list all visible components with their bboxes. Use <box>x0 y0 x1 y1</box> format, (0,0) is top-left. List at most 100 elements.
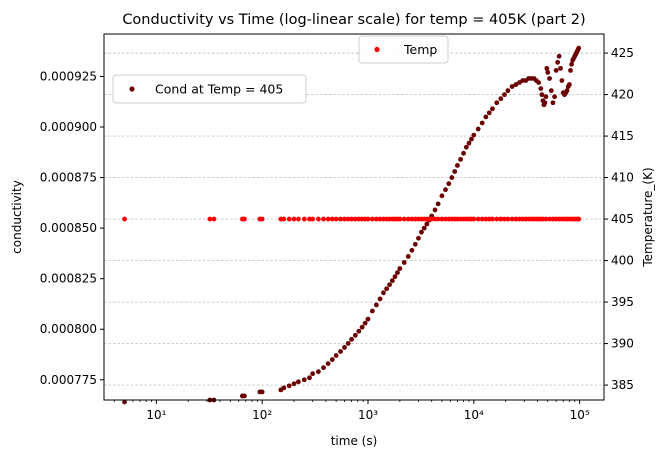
data-point <box>424 221 430 227</box>
data-point <box>576 216 582 222</box>
data-point <box>401 260 407 265</box>
data-point <box>471 132 477 138</box>
data-point <box>479 120 485 126</box>
data-point <box>416 235 421 241</box>
y2-tick-label: 395 <box>611 295 634 309</box>
data-point <box>405 216 411 222</box>
data-point <box>439 216 445 222</box>
x-axis-title: time (s) <box>331 434 378 448</box>
data-point <box>429 216 435 222</box>
legend-box <box>358 35 449 64</box>
y2-tick-label: 390 <box>611 337 634 351</box>
data-point <box>301 216 307 222</box>
data-point <box>576 45 582 51</box>
data-point <box>384 286 390 292</box>
data-point <box>342 345 347 350</box>
data-point <box>325 361 331 366</box>
data-point <box>345 340 351 346</box>
data-point <box>539 92 545 98</box>
data-point <box>547 216 552 222</box>
data-point <box>475 126 481 132</box>
data-point <box>443 187 448 193</box>
data-point <box>359 324 365 330</box>
data-point <box>310 216 316 222</box>
data-point <box>401 216 407 222</box>
legend-box <box>112 74 307 104</box>
y-tick-label: 0.000775 <box>40 373 97 387</box>
data-point <box>502 92 507 98</box>
data-point <box>242 216 247 222</box>
data-point <box>446 181 452 187</box>
data-point <box>409 216 415 222</box>
data-point <box>544 65 550 71</box>
data-point <box>435 201 441 207</box>
x-axis: 10¹ 10² 10³ 10⁴ 10⁵ <box>113 400 590 422</box>
data-point <box>432 207 438 213</box>
data-point <box>564 88 570 94</box>
data-point <box>392 274 398 280</box>
data-point <box>421 225 427 231</box>
data-point <box>517 216 522 222</box>
y-axis-title: conductivity <box>10 180 24 254</box>
plot-frame <box>103 33 605 401</box>
data-point <box>566 82 572 87</box>
data-point <box>373 302 379 308</box>
series-temperature <box>122 216 582 222</box>
data-point <box>325 216 331 222</box>
data-point <box>556 53 562 59</box>
data-point <box>338 349 343 354</box>
data-point <box>329 216 335 222</box>
data-point <box>259 216 265 222</box>
data-point <box>490 216 495 222</box>
data-point <box>550 100 556 106</box>
data-point <box>342 216 347 222</box>
legend-conductivity: Cond at Temp = 405 <box>112 74 307 104</box>
data-point <box>329 357 335 362</box>
data-point <box>538 86 544 91</box>
data-point <box>333 353 339 358</box>
data-point <box>542 100 548 106</box>
data-point <box>536 80 542 85</box>
data-point <box>552 94 557 100</box>
y2-tick-label: 410 <box>611 171 634 185</box>
data-point <box>397 266 403 271</box>
data-point <box>362 320 368 326</box>
data-point <box>316 216 321 222</box>
data-point <box>365 316 371 322</box>
y2-tick-label: 400 <box>611 254 634 268</box>
data-point <box>349 336 354 342</box>
data-point <box>321 365 326 371</box>
data-point <box>471 216 477 222</box>
data-point <box>377 216 383 222</box>
data-point <box>356 328 362 334</box>
data-point <box>122 216 127 222</box>
x-tick-label: 10³ <box>358 408 378 422</box>
data-point <box>259 389 265 395</box>
y-tick-label: 0.000900 <box>40 120 97 134</box>
y2-tick-label: 420 <box>611 88 634 102</box>
data-point <box>502 216 507 222</box>
y-tick-label: 0.000800 <box>40 322 97 336</box>
y2-axis-title: Temperature_(K) <box>641 167 655 267</box>
data-point <box>443 216 448 222</box>
x-tick-label: 10⁵ <box>570 408 590 422</box>
data-point <box>509 84 515 89</box>
data-point <box>458 156 463 162</box>
data-point <box>409 247 415 253</box>
data-point <box>568 68 573 73</box>
y2-tick-label: 405 <box>611 212 634 226</box>
data-point <box>397 216 403 222</box>
data-series <box>122 45 582 405</box>
data-point <box>505 216 511 222</box>
data-point <box>352 332 358 338</box>
y2-tick-label: 425 <box>611 46 634 60</box>
data-point <box>555 59 561 65</box>
data-point <box>513 82 519 87</box>
data-point <box>412 241 418 247</box>
data-point <box>547 76 552 81</box>
data-point <box>483 114 489 120</box>
data-point <box>345 216 351 222</box>
data-point <box>349 216 354 222</box>
y-axis-conductivity: 0.000775 0.000800 0.000825 0.000850 0.000875… <box>40 69 104 387</box>
